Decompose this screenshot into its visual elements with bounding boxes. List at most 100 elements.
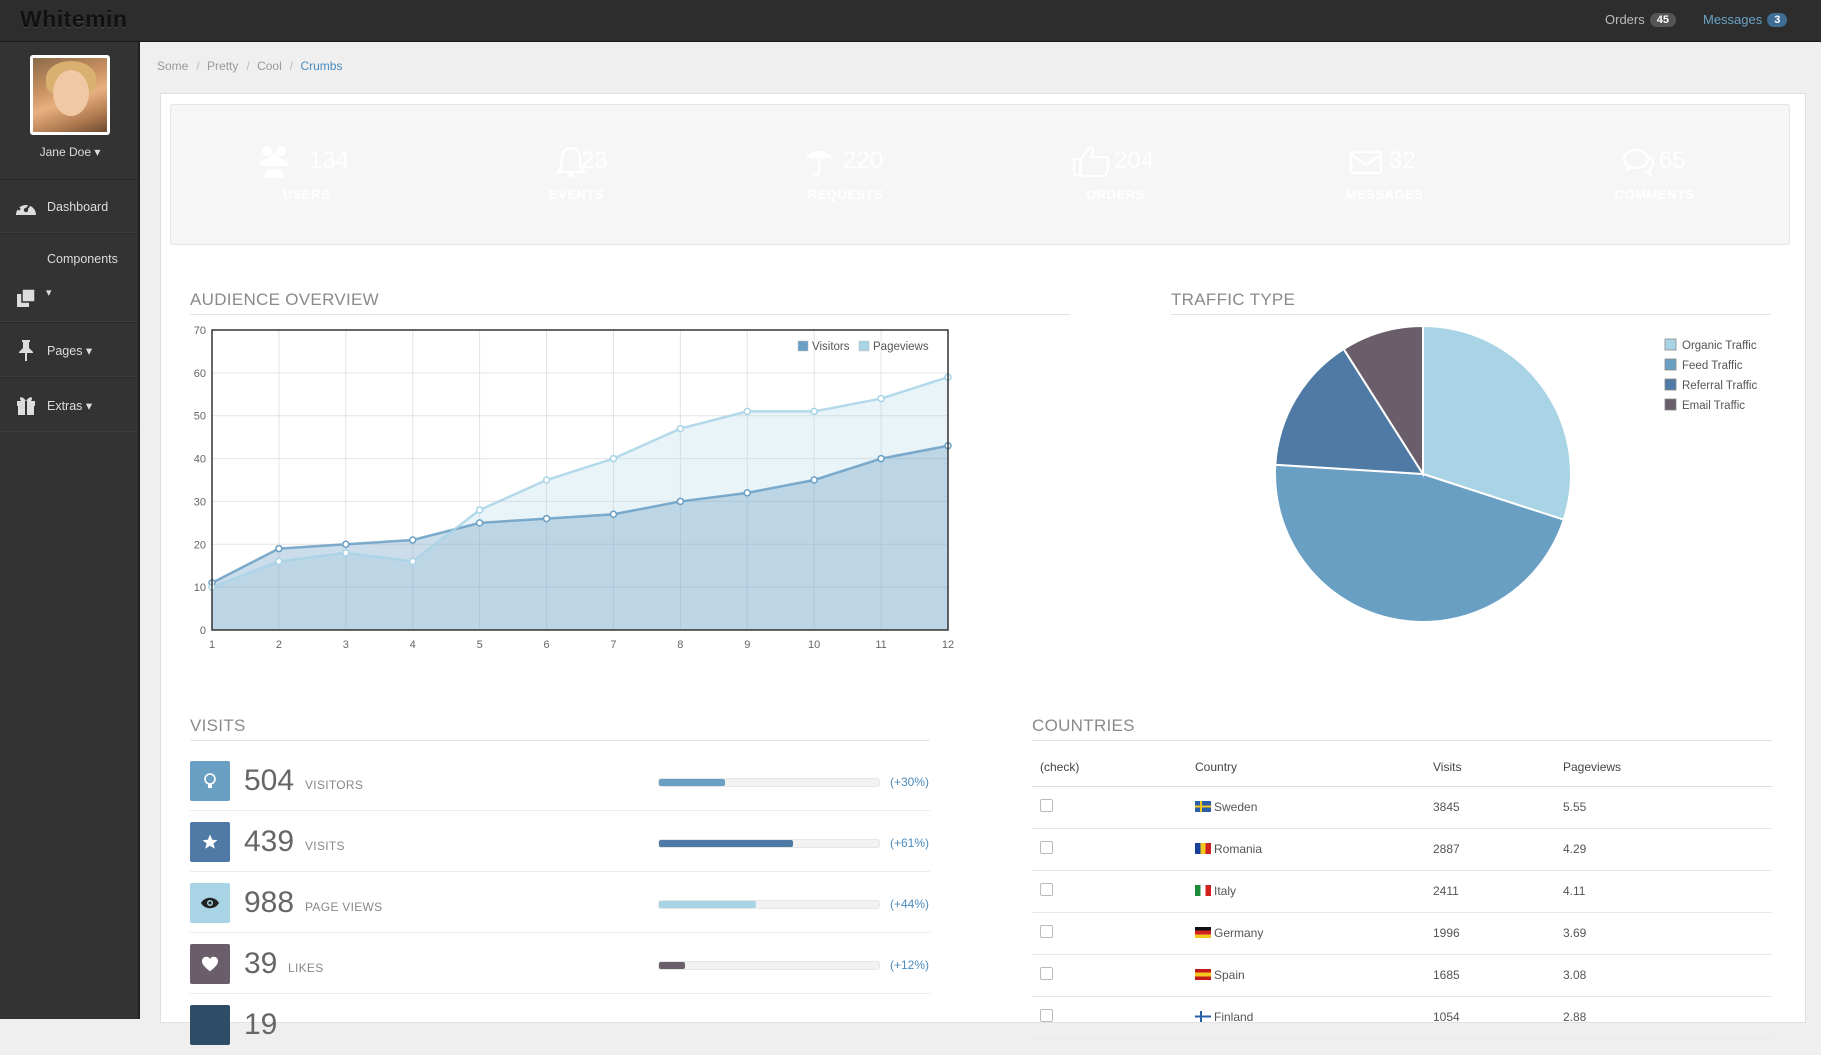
sidebar-item-label: Dashboard xyxy=(47,200,109,214)
visit-stat-value: 39 xyxy=(244,947,278,980)
thumbs-up-icon xyxy=(1073,146,1110,177)
y-tick-label: 30 xyxy=(194,496,206,508)
audience-section-title: AUDIENCE OVERVIEW xyxy=(190,290,379,309)
sidebar-item-components[interactable]: Components ▾ xyxy=(0,233,138,322)
sidebar-item-pages[interactable]: Pages ▾ xyxy=(0,322,138,377)
breadcrumb-item[interactable]: Cool xyxy=(257,59,282,73)
row-checkbox[interactable] xyxy=(1040,883,1053,896)
visit-stat-label: PAGE VIEWS xyxy=(305,900,383,914)
legend-label: Organic Traffic xyxy=(1682,340,1757,352)
orders-link[interactable]: Orders 45 xyxy=(1605,12,1676,27)
row-checkbox[interactable] xyxy=(1040,925,1053,938)
country-cell: Spain xyxy=(1187,954,1425,997)
table-row: Finland 1054 2.88 xyxy=(1032,996,1772,1039)
user-menu-toggle[interactable]: Jane Doe ▾ xyxy=(39,145,101,159)
stat-events-tile[interactable]: 23 EVENTS xyxy=(462,130,691,219)
x-tick-label: 7 xyxy=(610,639,616,651)
y-tick-label: 40 xyxy=(194,454,206,466)
stat-events-label: EVENTS xyxy=(548,187,604,202)
flag-finland-icon xyxy=(1195,1011,1211,1022)
data-point-visitors xyxy=(542,514,551,523)
breadcrumb-item[interactable]: Pretty xyxy=(207,59,239,73)
messages-label: Messages xyxy=(1703,12,1763,27)
star-icon xyxy=(190,822,230,862)
sidebar-item-extras[interactable]: Extras ▾ xyxy=(0,377,138,432)
flag-spain-icon xyxy=(1195,969,1211,980)
brand-logo[interactable]: Whitemin xyxy=(20,6,128,32)
visits-cell: 2887 xyxy=(1425,828,1555,871)
row-checkbox[interactable] xyxy=(1040,1009,1053,1022)
data-point-pageviews xyxy=(408,557,417,566)
sidebar-item-dashboard[interactable]: Dashboard xyxy=(0,179,138,233)
x-tick-label: 2 xyxy=(276,639,282,651)
top-navbar: Whitemin Orders 45 Messages 3 xyxy=(0,0,1821,42)
series-line-visitors xyxy=(211,444,949,584)
row-check-cell xyxy=(1032,786,1187,829)
row-check-cell xyxy=(1032,870,1187,913)
stat-comments-label: COMMENTS xyxy=(1614,187,1695,202)
umbrella-icon xyxy=(805,151,833,177)
stat-messages-tile[interactable]: 32 MESSAGES xyxy=(1270,130,1499,219)
messages-badge: 3 xyxy=(1767,12,1788,27)
audience-divider xyxy=(190,314,1070,315)
bell-icon xyxy=(554,146,588,178)
stat-orders-tile[interactable]: 204 ORDERS xyxy=(1001,130,1230,219)
row-divider xyxy=(190,932,930,933)
orders-label: Orders xyxy=(1605,12,1645,27)
x-tick-label: 10 xyxy=(808,639,820,651)
stats-panel xyxy=(170,104,1790,245)
pie-slice-feed-traffic xyxy=(1274,463,1566,623)
visits-cell: 2411 xyxy=(1425,870,1555,913)
legend-label: Visitors xyxy=(812,341,850,353)
legend-swatch xyxy=(1664,358,1677,371)
stat-users-tile[interactable]: 134 USERS xyxy=(192,130,421,219)
y-tick-label: 70 xyxy=(194,325,206,337)
col-pageviews-header[interactable]: Pageviews xyxy=(1555,748,1772,787)
countries-table: (check) Country Visits Pageviews Sweden 3… xyxy=(1032,748,1772,1039)
avatar[interactable] xyxy=(30,55,110,135)
messages-link[interactable]: Messages 3 xyxy=(1703,12,1788,27)
visit-stat-label: VISITORS xyxy=(305,778,364,792)
row-checkbox[interactable] xyxy=(1040,841,1053,854)
x-tick-label: 5 xyxy=(477,639,483,651)
sidebar-item-label: Extras ▾ xyxy=(47,399,93,413)
row-checkbox[interactable] xyxy=(1040,799,1053,812)
breadcrumb-item[interactable]: Some xyxy=(157,59,189,73)
visits-cell: 1054 xyxy=(1425,996,1555,1039)
stat-comments-value: 65 xyxy=(1659,147,1686,174)
visit-stat-row: 504 VISITORS (+30%) xyxy=(190,761,930,811)
pie-slice-organic-traffic xyxy=(1422,324,1572,521)
legend-swatch xyxy=(1664,398,1677,411)
row-divider xyxy=(190,871,930,872)
row-divider xyxy=(190,810,930,811)
legend-swatch xyxy=(858,340,870,352)
table-header-row: (check) Country Visits Pageviews xyxy=(1032,748,1772,787)
visit-stat-row: 39 LIKES (+12%) xyxy=(190,944,930,994)
visit-stat-value: 19 xyxy=(244,1008,278,1041)
col-check-header[interactable]: (check) xyxy=(1032,748,1187,787)
visits-section-title: VISITS xyxy=(190,716,246,735)
progress-fill xyxy=(659,901,756,908)
lightbulb-icon xyxy=(190,761,230,801)
visit-stat-value: 988 xyxy=(244,886,295,919)
row-checkbox[interactable] xyxy=(1040,967,1053,980)
row-check-cell xyxy=(1032,912,1187,955)
gift-icon xyxy=(14,394,38,416)
eye-icon xyxy=(190,883,230,923)
progress-percent: (+44%) xyxy=(890,897,930,911)
table-row: Germany 1996 3.69 xyxy=(1032,912,1772,955)
country-name: Romania xyxy=(1214,842,1263,856)
breadcrumb-separator: / xyxy=(196,59,200,73)
legend-swatch xyxy=(1664,338,1677,351)
col-country-header[interactable]: Country xyxy=(1187,748,1425,787)
stat-messages-value: 32 xyxy=(1389,147,1416,174)
progress-fill xyxy=(659,962,686,969)
col-visits-header[interactable]: Visits xyxy=(1425,748,1555,787)
country-name: Finland xyxy=(1214,1010,1254,1024)
stat-requests-tile[interactable]: 220 REQUESTS xyxy=(731,130,960,219)
envelope-icon xyxy=(1349,150,1383,175)
y-tick-label: 20 xyxy=(194,539,206,551)
legend-label: Feed Traffic xyxy=(1682,360,1743,372)
stat-comments-tile[interactable]: 65 COMMENTS xyxy=(1540,130,1769,219)
country-name: Spain xyxy=(1214,968,1245,982)
